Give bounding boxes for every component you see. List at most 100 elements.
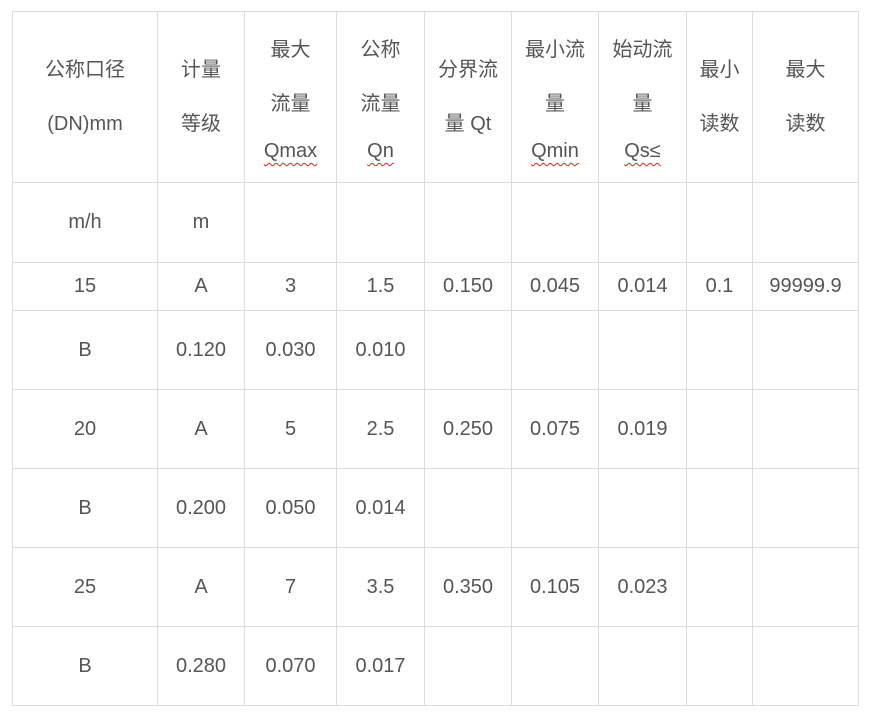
header-cell: 最小 读数 [686,11,753,183]
header-text: 公称 [360,39,401,61]
table-cell: A [157,389,245,469]
header-cell: 公称流量 Qn [336,11,425,183]
table-cell: B [12,468,158,548]
table-cell [424,310,512,390]
table-cell: 0.105 [511,547,599,627]
header-line: 最大 [753,43,858,97]
header-line: 量 [599,77,686,131]
header-text: Qn [367,140,394,162]
header-line: Qs≤ [599,131,686,171]
table-cell: 0.070 [244,626,337,706]
table-cell [752,182,859,263]
header-line: 等级 [158,97,244,151]
header-line: 公称 [337,23,424,77]
header-cell: 公称口径 (DN)mm [12,11,158,183]
header-line: 最大 [245,23,336,77]
header-text: Qmax [263,140,318,162]
table-cell: 0.045 [511,262,599,311]
table-cell [511,468,599,548]
header-text: 最小流 [525,39,585,61]
header-line: 最小流 [512,23,598,77]
header-text: 公称口径 [45,59,125,81]
table-cell [686,547,753,627]
table-cell [686,626,753,706]
header-line: 量 Qt [425,97,511,151]
table-cell: 7 [244,547,337,627]
header-text: 量 Qt [444,113,492,135]
table-cell: 0.120 [157,310,245,390]
table-cell: 0.017 [336,626,425,706]
table-cell: 0.280 [157,626,245,706]
table-cell: 2.5 [336,389,425,469]
table-cell: 0.050 [244,468,337,548]
table-row: B 0.120 0.030 0.010 [12,310,859,390]
table-cell: 20 [12,389,158,469]
table-cell: 0.075 [511,389,599,469]
table-cell [686,389,753,469]
table-cell [336,182,425,263]
table-row: m/h m [12,182,859,263]
table-cell: 0.014 [598,262,687,311]
header-text: 计量 [181,59,221,81]
header-cell: 最小流量 Qmin [511,11,599,183]
table-cell [598,626,687,706]
table-cell: 25 [12,547,158,627]
table-cell: 3 [244,262,337,311]
table-row: 20 A 5 2.5 0.250 0.075 0.019 [12,389,859,469]
table-cell [686,182,753,263]
table-cell [424,182,512,263]
header-text: Qmin [531,140,579,162]
table-cell: 0.250 [424,389,512,469]
table-cell [244,182,337,263]
header-cell: 分界流量 Qt [424,11,512,183]
header-row: 公称口径 (DN)mm 计量 等级 最大 流量 Qmax 公称 流量 Qn 分界流量 Qt 最小流量 Q… [12,11,859,183]
table-cell: A [157,547,245,627]
header-cell: 计量 等级 [157,11,245,183]
header-text: 等级 [181,113,221,135]
table-cell: 5 [244,389,337,469]
header-cell: 最大 读数 [752,11,859,183]
table-cell: 0.019 [598,389,687,469]
header-cell: 始动流量 Qs≤ [598,11,687,183]
table-cell [511,626,599,706]
header-text: 量 [545,93,565,115]
table-cell: 0.350 [424,547,512,627]
table-cell: 99999.9 [752,262,859,311]
table-cell [511,310,599,390]
table-cell: B [12,310,158,390]
header-line: Qmax [245,131,336,171]
table-cell: 0.010 [336,310,425,390]
header-text: 流量 [360,93,401,115]
header-line: 最小 [687,43,752,97]
table-row: 25 A 7 3.5 0.350 0.105 0.023 [12,547,859,627]
table-cell [598,182,687,263]
table-cell: B [12,626,158,706]
header-text: 量 [632,93,653,115]
header-line: 计量 [158,43,244,97]
table-cell: m [157,182,245,263]
table-row: B 0.280 0.070 0.017 [12,626,859,706]
table-cell: A [157,262,245,311]
header-text: Qs≤ [624,140,661,162]
table-cell: 0.023 [598,547,687,627]
table-cell [752,389,859,469]
header-line: 量 [512,77,598,131]
table-row: 15 A 3 1.5 0.150 0.045 0.014 0.1 99999.9 [12,262,859,311]
table-cell: 0.030 [244,310,337,390]
flow-spec-table: 公称口径 (DN)mm 计量 等级 最大 流量 Qmax 公称 流量 Qn 分界流量 Qt 最小流量 Q… [12,11,859,706]
table-cell: 0.014 [336,468,425,548]
header-text: 最大 [785,59,826,81]
table-cell [424,468,512,548]
table-cell [511,182,599,263]
table-cell [686,310,753,390]
table-cell [752,310,859,390]
header-line: Qn [337,131,424,171]
table-cell [424,626,512,706]
header-cell: 最大流量 Qmax [244,11,337,183]
header-text: 始动流 [612,39,673,61]
table-cell [752,626,859,706]
table-cell: 3.5 [336,547,425,627]
table-cell [686,468,753,548]
header-text: 最大 [270,39,311,61]
header-text: 流量 [270,93,311,115]
